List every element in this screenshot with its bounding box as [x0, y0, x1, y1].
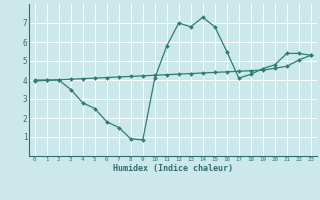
X-axis label: Humidex (Indice chaleur): Humidex (Indice chaleur)	[113, 164, 233, 173]
